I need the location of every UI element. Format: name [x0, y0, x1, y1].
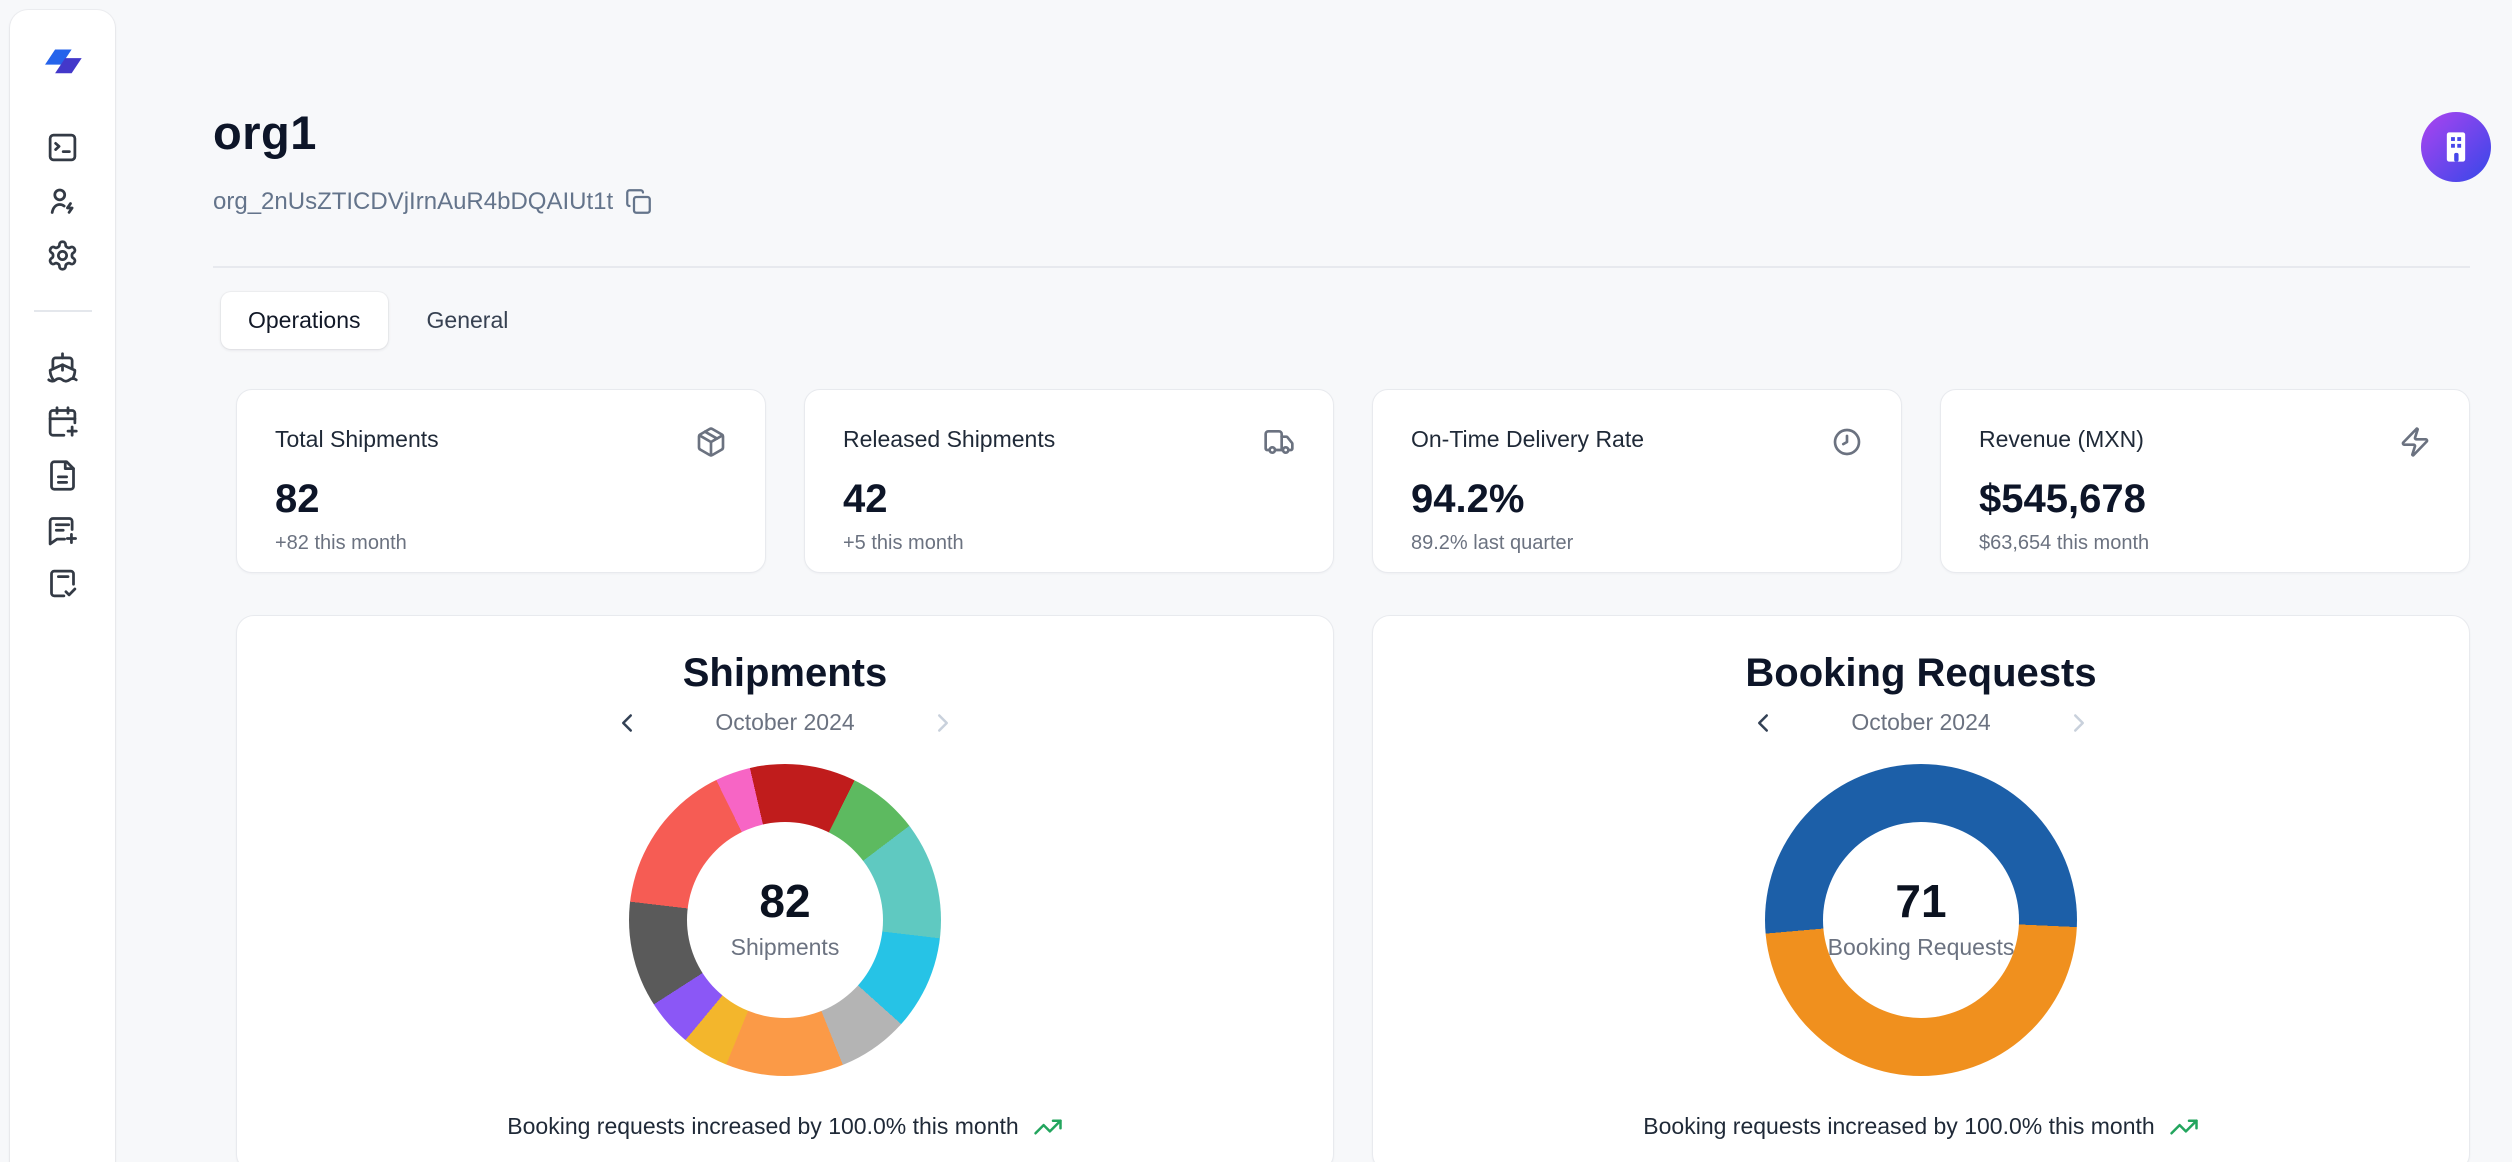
copy-org-id-button[interactable] — [625, 188, 652, 215]
page-header: org1 org_2nUsZTICDVjIrnAuR4bDQAIUt1t — [213, 0, 2491, 268]
stat-value: 94.2% — [1411, 476, 1525, 521]
stat-card-total-shipments: Total Shipments 82 +82 this month — [236, 388, 766, 573]
month-nav: October 2024 — [612, 708, 958, 738]
chart-title: Booking Requests — [1745, 650, 2097, 695]
trending-up-icon — [2169, 1112, 2199, 1142]
month-nav: October 2024 — [1748, 708, 2094, 738]
main-content: org1 org_2nUsZTICDVjIrnAuR4bDQAIUt1t — [213, 0, 2491, 1162]
stat-title: Total Shipments — [275, 425, 439, 452]
clock-icon — [1831, 426, 1863, 463]
sidebar-divider — [33, 310, 92, 312]
sidebar-item-requests[interactable] — [34, 512, 92, 546]
stat-subtext: $63,654 this month — [1979, 531, 2150, 554]
donut-center-value: 71 — [1895, 875, 1947, 928]
prev-month-button[interactable] — [612, 708, 642, 738]
donut-center: 82 Shipments — [687, 821, 883, 1018]
tab-general[interactable]: General — [426, 306, 509, 333]
stat-subtext: +82 this month — [275, 531, 407, 554]
stat-value: 42 — [843, 476, 888, 521]
chevron-left-icon — [622, 714, 632, 732]
stat-title: Revenue (MXN) — [1979, 425, 2144, 452]
donut-center: 71 Booking Requests — [1823, 821, 2019, 1018]
calendar-plus-icon — [48, 405, 78, 437]
brand-logo-icon — [44, 49, 82, 74]
sidebar-item-bookings[interactable] — [34, 404, 92, 438]
brand-logo[interactable] — [40, 42, 86, 80]
sidebar-item-documents[interactable] — [34, 458, 92, 492]
sidebar-item-tasks[interactable] — [34, 566, 92, 600]
org-id-row: org_2nUsZTICDVjIrnAuR4bDQAIUt1t — [213, 188, 2470, 216]
shipments-chart-card: Shipments October 2024 82 Shipments — [236, 614, 1334, 1162]
clipboard-check-icon — [50, 569, 77, 597]
stat-card-released-shipments: Released Shipments 42 +5 this month — [804, 388, 1334, 573]
sidebar-item-shipments[interactable] — [34, 350, 92, 384]
user-lightning-icon — [50, 188, 74, 214]
stat-title: On-Time Delivery Rate — [1411, 425, 1645, 452]
month-label: October 2024 — [1851, 709, 1991, 736]
charts-row: Shipments October 2024 82 Shipments — [236, 614, 2470, 1162]
copy-icon — [626, 189, 652, 215]
stats-row: Total Shipments 82 +82 this month Releas… — [236, 388, 2470, 573]
booking-requests-donut-chart: 71 Booking Requests — [1765, 763, 2077, 1076]
chart-caption: Booking requests increased by 100.0% thi… — [1643, 1112, 2198, 1142]
shipments-donut-chart: 82 Shipments — [629, 763, 941, 1076]
stat-subtext: +5 this month — [843, 531, 964, 554]
org-id-text: org_2nUsZTICDVjIrnAuR4bDQAIUt1t — [213, 187, 614, 215]
sidebar — [10, 10, 115, 1162]
stat-value: $545,678 — [1979, 476, 2146, 521]
ship-icon — [47, 351, 78, 383]
next-month-button[interactable] — [2064, 708, 2094, 738]
message-plus-icon — [48, 516, 77, 545]
package-icon — [695, 426, 727, 463]
header-divider — [213, 265, 2470, 268]
chart-caption: Booking requests increased by 100.0% thi… — [507, 1112, 1062, 1142]
building-icon — [2446, 132, 2466, 162]
stat-value: 82 — [275, 476, 320, 521]
sidebar-nav — [33, 130, 92, 600]
tab-operations[interactable]: Operations — [221, 291, 388, 349]
stat-title: Released Shipments — [843, 425, 1056, 452]
chevron-right-icon — [2074, 714, 2084, 732]
donut-center-label: Shipments — [730, 934, 840, 961]
tab-bar: Operations General — [221, 291, 2470, 349]
sidebar-item-settings[interactable] — [34, 238, 92, 272]
donut-center-label: Booking Requests — [1827, 934, 2015, 961]
chevron-right-icon — [938, 714, 948, 732]
trending-up-icon — [1033, 1112, 1063, 1142]
truck-icon — [1263, 426, 1295, 463]
stat-subtext: 89.2% last quarter — [1411, 531, 1574, 554]
zap-icon — [2399, 426, 2431, 463]
booking-requests-chart-card: Booking Requests October 2024 71 Booking… — [1372, 614, 2470, 1162]
chart-caption-text: Booking requests increased by 100.0% thi… — [1643, 1113, 2155, 1140]
page-title: org1 — [213, 106, 317, 160]
sidebar-item-users[interactable] — [34, 184, 92, 218]
prev-month-button[interactable] — [1748, 708, 1778, 738]
stat-card-on-time-delivery: On-Time Delivery Rate 94.2% 89.2% last q… — [1372, 388, 1902, 573]
next-month-button[interactable] — [928, 708, 958, 738]
chart-caption-text: Booking requests increased by 100.0% thi… — [507, 1113, 1019, 1140]
month-label: October 2024 — [715, 709, 855, 736]
donut-center-value: 82 — [759, 875, 811, 928]
stat-card-revenue: Revenue (MXN) $545,678 $63,654 this mont… — [1940, 388, 2470, 573]
terminal-icon — [48, 133, 77, 161]
sidebar-item-terminal[interactable] — [34, 130, 92, 164]
org-avatar[interactable] — [2421, 112, 2491, 182]
chevron-left-icon — [1758, 714, 1768, 732]
settings-gear-icon — [48, 239, 77, 271]
chart-title: Shipments — [682, 650, 888, 695]
file-text-icon — [50, 459, 75, 491]
